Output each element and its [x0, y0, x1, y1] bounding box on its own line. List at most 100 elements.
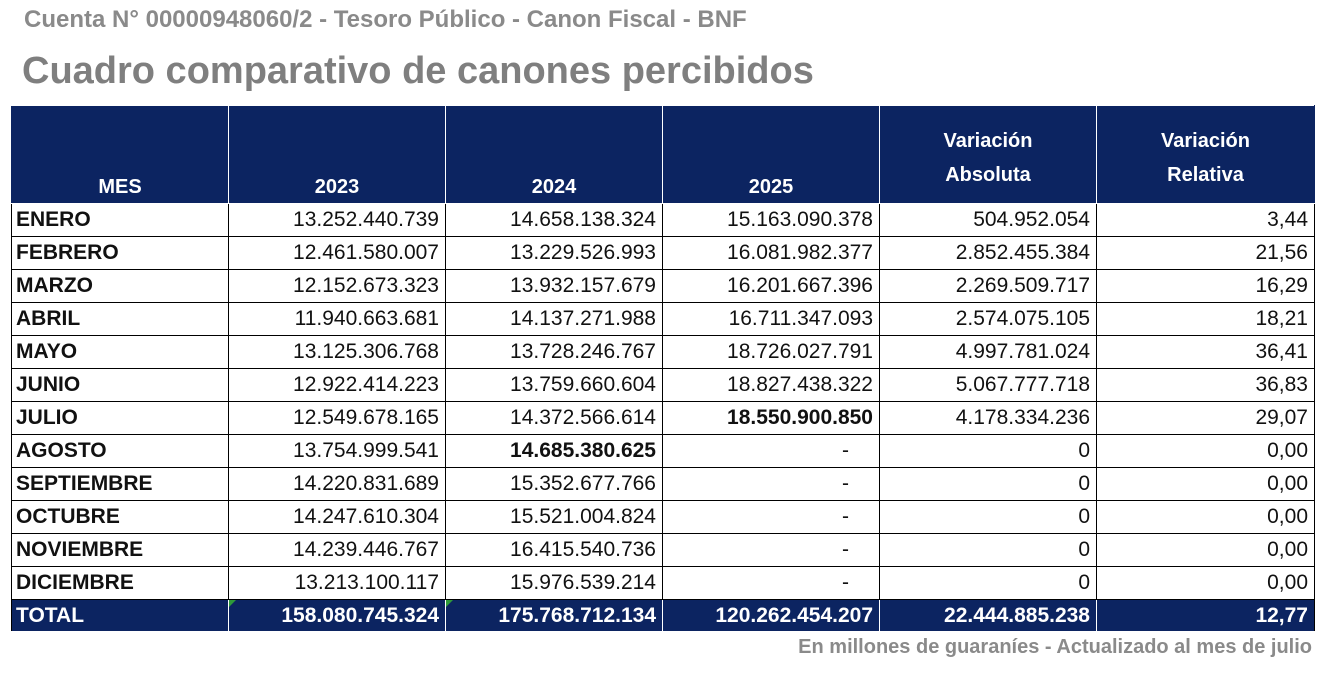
month-cell: MARZO: [11, 269, 229, 303]
month-cell: JUNIO: [11, 368, 229, 402]
variacion-relativa-cell: 16,29: [1096, 269, 1315, 303]
value-2024-cell: 15.352.677.766: [445, 467, 663, 501]
table-row: MARZO 12.152.673.323 13.932.157.679 16.2…: [11, 269, 1315, 303]
column-header-variacion-absoluta: Variación Absoluta: [879, 105, 1097, 204]
variacion-absoluta-cell: 2.269.509.717: [879, 269, 1097, 303]
month-cell: DICIEMBRE: [11, 566, 229, 600]
value-2025-cell: -: [662, 500, 880, 534]
table-footer: TOTAL 158.080.745.324 175.768.712.134 12…: [11, 599, 1315, 632]
table-header: MES 2023 2024 2025 Variación Absoluta Va…: [11, 105, 1315, 204]
variacion-absoluta-cell: 504.952.054: [879, 203, 1097, 237]
value-2023-cell: 14.220.831.689: [228, 467, 446, 501]
variacion-relativa-cell: 0,00: [1096, 500, 1315, 534]
table-row: FEBRERO 12.461.580.007 13.229.526.993 16…: [11, 236, 1315, 270]
value-2025-cell: 16.081.982.377: [662, 236, 880, 270]
value-2024-cell: 13.229.526.993: [445, 236, 663, 270]
variacion-relativa-cell: 3,44: [1096, 203, 1315, 237]
month-cell: MAYO: [11, 335, 229, 369]
value-2024-cell: 14.658.138.324: [445, 203, 663, 237]
month-cell: AGOSTO: [11, 434, 229, 468]
footnote: En millones de guaraníes - Actualizado a…: [798, 636, 1312, 658]
column-header-mes: MES: [11, 105, 229, 204]
value-2023-cell: 12.549.678.165: [228, 401, 446, 435]
value-2024-cell: 13.759.660.604: [445, 368, 663, 402]
value-2025-cell: 16.711.347.093: [662, 302, 880, 336]
account-subtitle: Cuenta N° 00000948060/2 - Tesoro Público…: [24, 6, 747, 33]
table-row: ENERO 13.252.440.739 14.658.138.324 15.1…: [11, 203, 1315, 237]
table-row: NOVIEMBRE 14.239.446.767 16.415.540.736 …: [11, 533, 1315, 567]
month-cell: ENERO: [11, 203, 229, 237]
table-row: OCTUBRE 14.247.610.304 15.521.004.824 - …: [11, 500, 1315, 534]
value-2024-cell: 15.521.004.824: [445, 500, 663, 534]
value-2024-cell: 13.728.246.767: [445, 335, 663, 369]
variacion-absoluta-cell: 0: [879, 533, 1097, 567]
variacion-relativa-cell: 29,07: [1096, 401, 1315, 435]
variacion-absoluta-line1: Variación: [943, 130, 1033, 152]
value-2023-cell: 13.213.100.117: [228, 566, 446, 600]
month-cell: FEBRERO: [11, 236, 229, 270]
table-row: SEPTIEMBRE 14.220.831.689 15.352.677.766…: [11, 467, 1315, 501]
table-body: ENERO 13.252.440.739 14.658.138.324 15.1…: [11, 203, 1315, 600]
value-2023-cell: 12.461.580.007: [228, 236, 446, 270]
value-2025-cell: 16.201.667.396: [662, 269, 880, 303]
month-cell: NOVIEMBRE: [11, 533, 229, 567]
value-2023-cell: 12.922.414.223: [228, 368, 446, 402]
value-2023-cell: 13.252.440.739: [228, 203, 446, 237]
variacion-relativa-cell: 18,21: [1096, 302, 1315, 336]
value-2024-cell: 13.932.157.679: [445, 269, 663, 303]
value-2024-cell-highlighted: 14.685.380.625: [445, 434, 663, 468]
table-row: AGOSTO 13.754.999.541 14.685.380.625 - 0…: [11, 434, 1315, 468]
variacion-relativa-cell: 36,41: [1096, 335, 1315, 369]
month-cell: SEPTIEMBRE: [11, 467, 229, 501]
value-2023-cell: 14.239.446.767: [228, 533, 446, 567]
table-row: JUNIO 12.922.414.223 13.759.660.604 18.8…: [11, 368, 1315, 402]
total-variacion-relativa-cell: 12,77: [1096, 599, 1315, 632]
page-title: Cuadro comparativo de canones percibidos: [22, 50, 814, 92]
total-label: TOTAL: [11, 599, 229, 632]
total-variacion-absoluta-cell: 22.444.885.238: [879, 599, 1097, 632]
value-2024-cell: 14.137.271.988: [445, 302, 663, 336]
value-2023-cell: 11.940.663.681: [228, 302, 446, 336]
header-row: MES 2023 2024 2025 Variación Absoluta Va…: [11, 105, 1315, 204]
variacion-absoluta-cell: 4.997.781.024: [879, 335, 1097, 369]
variacion-absoluta-line2: Absoluta: [945, 164, 1031, 186]
month-cell: OCTUBRE: [11, 500, 229, 534]
month-cell: JULIO: [11, 401, 229, 435]
variacion-absoluta-cell: 0: [879, 467, 1097, 501]
total-2025-cell: 120.262.454.207: [662, 599, 880, 632]
column-header-2025: 2025: [662, 105, 880, 204]
variacion-absoluta-cell: 2.574.075.105: [879, 302, 1097, 336]
variacion-relativa-cell: 0,00: [1096, 434, 1315, 468]
variacion-absoluta-cell: 0: [879, 566, 1097, 600]
value-2025-cell: -: [662, 533, 880, 567]
value-2024-cell: 15.976.539.214: [445, 566, 663, 600]
column-header-2024: 2024: [445, 105, 663, 204]
variacion-absoluta-cell: 0: [879, 434, 1097, 468]
value-2023-cell: 13.754.999.541: [228, 434, 446, 468]
variacion-absoluta-cell: 0: [879, 500, 1097, 534]
table-row: MAYO 13.125.306.768 13.728.246.767 18.72…: [11, 335, 1315, 369]
column-header-variacion-relativa: Variación Relativa: [1096, 105, 1315, 204]
table-row: DICIEMBRE 13.213.100.117 15.976.539.214 …: [11, 566, 1315, 600]
month-cell: ABRIL: [11, 302, 229, 336]
value-2023-cell: 12.152.673.323: [228, 269, 446, 303]
value-2023-cell: 13.125.306.768: [228, 335, 446, 369]
comparison-table: MES 2023 2024 2025 Variación Absoluta Va…: [11, 105, 1315, 632]
value-2025-cell: -: [662, 566, 880, 600]
value-2025-cell-latest: 18.550.900.850: [662, 401, 880, 435]
variacion-relativa-cell: 0,00: [1096, 566, 1315, 600]
total-2024-cell: 175.768.712.134: [445, 599, 663, 632]
column-header-2023: 2023: [228, 105, 446, 204]
variacion-absoluta-cell: 5.067.777.718: [879, 368, 1097, 402]
value-2025-cell: -: [662, 467, 880, 501]
variacion-relativa-cell: 0,00: [1096, 533, 1315, 567]
variacion-relativa-line1: Variación: [1161, 130, 1250, 152]
variacion-relativa-cell: 21,56: [1096, 236, 1315, 270]
table-row: JULIO 12.549.678.165 14.372.566.614 18.5…: [11, 401, 1315, 435]
value-2024-cell: 14.372.566.614: [445, 401, 663, 435]
value-2025-cell: -: [662, 434, 880, 468]
table-row: ABRIL 11.940.663.681 14.137.271.988 16.7…: [11, 302, 1315, 336]
variacion-relativa-cell: 0,00: [1096, 467, 1315, 501]
value-2025-cell: 18.827.438.322: [662, 368, 880, 402]
value-2025-cell: 18.726.027.791: [662, 335, 880, 369]
